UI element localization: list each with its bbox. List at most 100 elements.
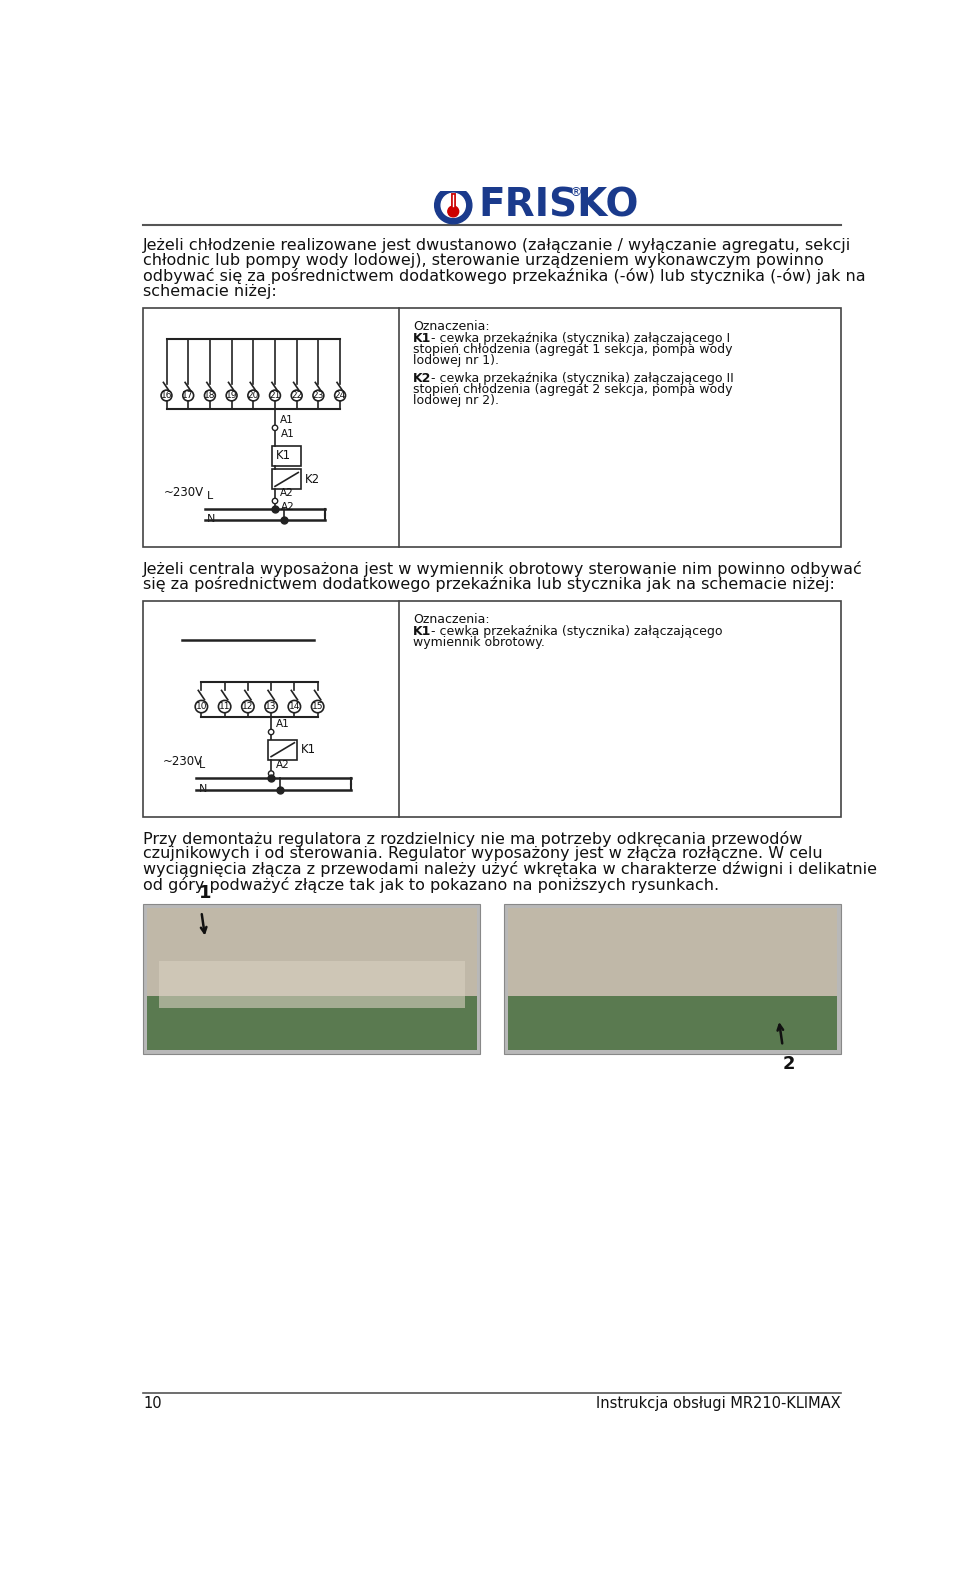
Circle shape: [442, 194, 466, 218]
Text: A2: A2: [281, 502, 295, 512]
Text: ~230V: ~230V: [164, 486, 204, 499]
Circle shape: [219, 701, 230, 713]
Text: K1: K1: [300, 744, 316, 756]
Text: 19: 19: [226, 391, 237, 400]
Bar: [272, 445, 301, 466]
Text: 23: 23: [313, 391, 324, 400]
Circle shape: [265, 701, 277, 713]
Circle shape: [335, 391, 346, 400]
Text: A1: A1: [281, 429, 295, 439]
Text: Instrukcja obsługi MR210-KLIMAX: Instrukcja obsługi MR210-KLIMAX: [596, 1395, 841, 1411]
Text: 10: 10: [196, 702, 207, 712]
Text: 22: 22: [291, 391, 302, 400]
Text: 2: 2: [782, 1055, 795, 1074]
Text: FRISKO: FRISKO: [478, 186, 638, 224]
Text: A1: A1: [276, 718, 290, 729]
Text: 16: 16: [160, 391, 172, 400]
Text: lodowej nr 2).: lodowej nr 2).: [413, 394, 499, 407]
Text: schemacie niżej:: schemacie niżej:: [143, 284, 277, 299]
Circle shape: [291, 391, 302, 400]
Bar: [272, 469, 301, 489]
Text: ®: ®: [569, 186, 582, 199]
Text: Oznaczenia:: Oznaczenia:: [413, 319, 490, 334]
Circle shape: [311, 701, 324, 713]
Text: FRISKO: FRISKO: [569, 399, 725, 434]
Text: czujnikowych i od sterowania. Regulator wyposażony jest w złącza rozłączne. W ce: czujnikowych i od sterowania. Regulator …: [143, 845, 823, 861]
Text: lodowej nr 1).: lodowej nr 1).: [413, 354, 499, 367]
Bar: [158, 961, 465, 1007]
Text: 21: 21: [270, 391, 280, 400]
Text: FRISKO: FRISKO: [569, 675, 725, 712]
Circle shape: [242, 701, 254, 713]
Circle shape: [195, 701, 207, 713]
Text: Oznaczenia:: Oznaczenia:: [413, 613, 490, 626]
Circle shape: [227, 391, 237, 400]
Bar: [143, 308, 841, 547]
Text: 20: 20: [248, 391, 259, 400]
Text: odbywać się za pośrednictwem dodatkowego przekaźnika (-ów) lub stycznika (-ów) j: odbywać się za pośrednictwem dodatkowego…: [143, 269, 866, 284]
Text: - cewka przekaźnika (stycznika) załączającego II: - cewka przekaźnika (stycznika) załączaj…: [427, 372, 733, 386]
Text: od góry podważyć złącze tak jak to pokazano na poniższych rysunkach.: od góry podważyć złącze tak jak to pokaz…: [143, 877, 719, 893]
Bar: [268, 740, 298, 760]
Bar: [508, 907, 837, 996]
Circle shape: [217, 680, 245, 707]
Circle shape: [217, 402, 245, 431]
Circle shape: [273, 499, 277, 504]
Text: K1: K1: [413, 624, 431, 637]
Text: wymiennik obrotowy.: wymiennik obrotowy.: [413, 636, 545, 648]
Text: - cewka przekaźnika (stycznika) załączającego I: - cewka przekaźnika (stycznika) załączaj…: [427, 332, 730, 345]
Text: K1: K1: [413, 332, 431, 345]
Text: A1: A1: [279, 415, 294, 424]
Text: K2: K2: [413, 372, 431, 386]
Text: się za pośrednictwem dodatkowego przekaźnika lub stycznika jak na schemacie niże: się za pośrednictwem dodatkowego przekaź…: [143, 577, 835, 593]
Text: stopień chłodzenia (agregat 1 sekcja, pompa wody: stopień chłodzenia (agregat 1 sekcja, po…: [413, 343, 732, 356]
Circle shape: [539, 680, 566, 707]
Circle shape: [204, 391, 215, 400]
Text: Jeżeli centrala wyposażona jest w wymiennik obrotowy sterowanie nim powinno odby: Jeżeli centrala wyposażona jest w wymien…: [143, 561, 863, 577]
Text: 24: 24: [334, 391, 346, 400]
Circle shape: [161, 391, 172, 400]
Circle shape: [539, 402, 566, 431]
Text: wyciągnięcia złącza z przewodami należy użyć wkrętaka w charakterze dźwigni i de: wyciągnięcia złącza z przewodami należy …: [143, 861, 877, 877]
Text: 12: 12: [242, 702, 253, 712]
Text: A2: A2: [276, 761, 290, 771]
Text: 11: 11: [219, 702, 230, 712]
Text: Jeżeli chłodzenie realizowane jest dwustanowo (załączanie / wyłączanie agregatu,: Jeżeli chłodzenie realizowane jest dwust…: [143, 238, 852, 253]
Text: 1: 1: [199, 883, 211, 903]
Text: L: L: [206, 491, 213, 501]
Circle shape: [269, 771, 274, 777]
Bar: [143, 904, 480, 1054]
Circle shape: [435, 188, 472, 224]
Text: Przy demontażu regulatora z rozdzielnicy nie ma potrzeby odkręcania przewodów: Przy demontażu regulatora z rozdzielnicy…: [143, 831, 803, 847]
Circle shape: [269, 729, 274, 734]
Circle shape: [182, 391, 194, 400]
Circle shape: [270, 391, 280, 400]
Bar: [147, 996, 476, 1050]
Bar: [143, 601, 841, 817]
Text: K1: K1: [276, 450, 291, 462]
Text: 18: 18: [204, 391, 216, 400]
Text: chłodnic lub pompy wody lodowej), sterowanie urządzeniem wykonawczym powinno: chłodnic lub pompy wody lodowej), sterow…: [143, 253, 824, 269]
Text: N: N: [199, 783, 207, 793]
Text: N: N: [206, 515, 215, 524]
Text: A2: A2: [279, 488, 294, 497]
Circle shape: [273, 426, 277, 431]
Bar: [508, 996, 837, 1050]
Text: K2: K2: [304, 474, 320, 486]
Text: 10: 10: [143, 1395, 162, 1411]
Text: 14: 14: [289, 702, 300, 712]
Bar: [504, 904, 841, 1054]
Text: L: L: [199, 761, 205, 771]
Circle shape: [447, 207, 459, 216]
Text: stopień chłodzenia (agregat 2 sekcja, pompa wody: stopień chłodzenia (agregat 2 sekcja, po…: [413, 383, 732, 396]
Text: FRISKO: FRISKO: [248, 399, 403, 434]
Circle shape: [288, 701, 300, 713]
Circle shape: [248, 391, 259, 400]
Text: ~230V: ~230V: [162, 755, 203, 767]
Text: 13: 13: [265, 702, 276, 712]
Text: FRISKO: FRISKO: [248, 675, 403, 712]
Text: - cewka przekaźnika (stycznika) załączającego: - cewka przekaźnika (stycznika) załączaj…: [427, 624, 723, 637]
Bar: [147, 907, 476, 996]
Text: 17: 17: [182, 391, 194, 400]
Text: 15: 15: [312, 702, 324, 712]
